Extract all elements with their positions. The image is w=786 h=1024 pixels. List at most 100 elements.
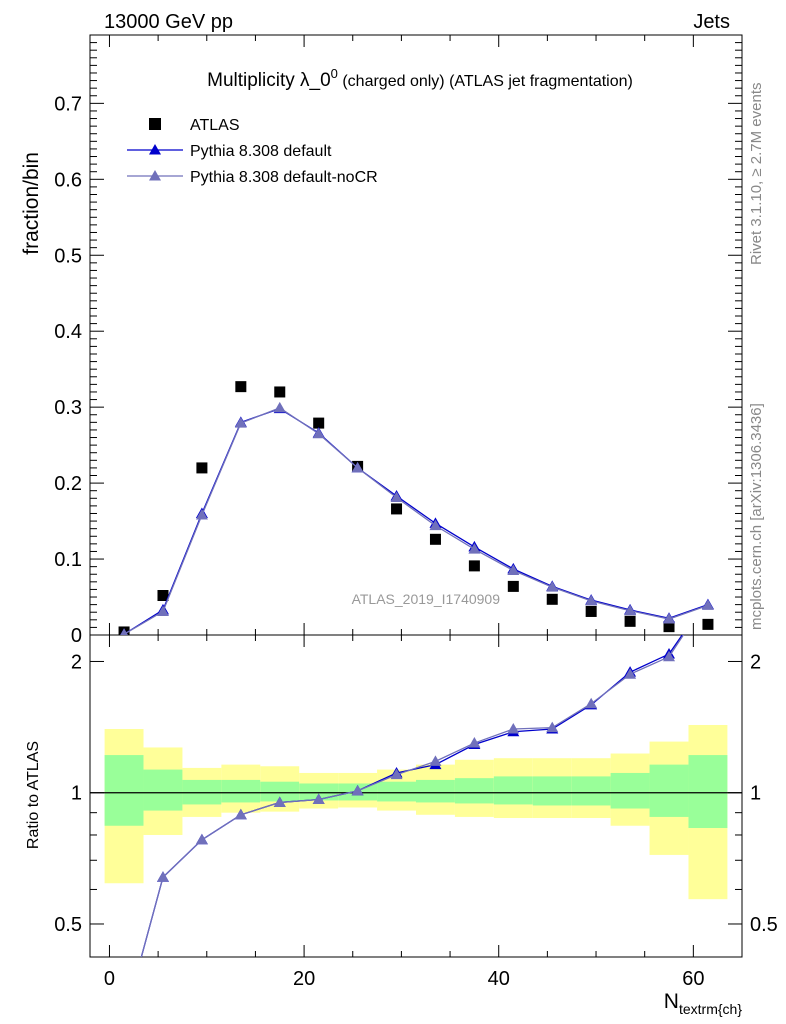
ratio-band-inner (610, 772, 650, 809)
ratio-band-inner (688, 755, 728, 829)
atlas-data-point (702, 618, 714, 630)
main-y-tick-label: 0.3 (54, 397, 82, 419)
mc-marker-2 (120, 628, 128, 635)
ratio-marker-1 (468, 737, 481, 748)
ratio-frame (89, 634, 743, 958)
mc-marker-2 (390, 491, 403, 503)
x-tick-label: 40 (488, 968, 510, 990)
ratio-band-inner (104, 755, 144, 826)
ratio-y-tick-label-right: 1 (750, 783, 761, 805)
mc-marker-2 (156, 605, 169, 616)
atlas-data-point (391, 503, 403, 515)
ratio-marker-1 (507, 723, 520, 734)
ratio-band-inner (143, 769, 183, 811)
main-y-tick-label: 0.5 (54, 245, 82, 267)
y-axis-label-main: fraction/bin (20, 152, 43, 255)
main-y-tick-label: 0 (71, 625, 82, 647)
ratio-series-group (118, 635, 685, 1024)
ratio-marker-1 (546, 721, 559, 733)
ratio-band-inner (532, 776, 572, 806)
main-frame (89, 34, 743, 636)
mc-marker-2 (312, 427, 325, 439)
main-series-group (118, 381, 714, 635)
main-y-tick-label: 0.1 (54, 549, 82, 571)
mc-marker-2 (273, 401, 286, 413)
ratio-marker-1 (351, 784, 364, 796)
atlas-data-point (274, 386, 286, 398)
atlas-data-point (546, 593, 558, 605)
ratio-marker-1 (663, 650, 676, 662)
atlas-data-point (196, 462, 208, 474)
ratio-y-tick-label: 1 (71, 783, 82, 805)
x-axis-label-sub: textrm{ch} (679, 1001, 742, 1017)
header-right: Jets (693, 11, 730, 33)
plot-title: Multiplicity λ_00 (charged only) (ATLAS … (207, 66, 633, 91)
mc-marker-2 (351, 461, 364, 473)
plot-title-suffix: (charged only) (ATLAS jet fragmentation) (338, 73, 633, 90)
mc-marker-2 (234, 417, 247, 428)
ratio-marker-1 (273, 796, 286, 807)
main-y-tick-label: 0.7 (54, 93, 82, 115)
plot-title-main: Multiplicity λ_0 (207, 70, 331, 91)
header-left: 13000 GeV pp (104, 11, 233, 33)
mc-marker-2 (195, 509, 208, 520)
ratio-band-inner (454, 778, 494, 804)
legend-marker-1 (149, 144, 161, 155)
legend-label-0: ATLAS (190, 117, 240, 134)
ratio-band-inner (221, 779, 261, 803)
watermark: ATLAS_2019_I1740909 (352, 591, 501, 607)
mc-marker-2 (429, 519, 442, 531)
legend-label-1: Pythia 8.308 default (190, 143, 332, 160)
legend-marker-2 (149, 170, 161, 181)
x-axis-label: Ntextrm{ch} (664, 990, 743, 1017)
atlas-data-point (507, 580, 519, 592)
x-axis-label-main: N (664, 990, 679, 1013)
mc-line-2 (123, 407, 709, 635)
ratio-band-inner (416, 779, 455, 803)
x-tick-label: 60 (682, 968, 704, 990)
atlas-data-point (235, 381, 247, 393)
legend-marker-atlas (149, 118, 161, 130)
x-tick-label: 0 (104, 968, 115, 990)
ratio-band-inner (260, 781, 300, 802)
ratio-marker-1 (624, 668, 637, 679)
ratio-marker-0 (118, 1015, 130, 1024)
atlas-data-point (663, 621, 675, 633)
atlas-data-point (157, 590, 169, 602)
atlas-data-point (429, 533, 441, 545)
mc-marker-2 (585, 594, 598, 606)
ratio-line-1 (140, 635, 685, 957)
ratio-y-tick-label-right: 0.5 (750, 914, 778, 936)
ratio-band-inner (299, 783, 339, 801)
legend-label-2: Pythia 8.308 default-noCR (190, 169, 378, 186)
main-y-tick-label: 0.6 (54, 169, 82, 191)
ratio-y-tick-label: 2 (71, 651, 82, 673)
ratio-marker-1 (234, 808, 247, 820)
ratio-marker-1 (195, 833, 208, 845)
mcplots-note: mcplots.cern.ch [arXiv:1306.3436] (748, 403, 765, 630)
mc-marker-2 (663, 613, 676, 624)
ratio-band-inner (571, 776, 611, 806)
ratio-marker-1 (429, 755, 442, 766)
ratio-band-inner (649, 764, 689, 817)
mc-marker-2 (624, 604, 637, 616)
main-y-tick-label: 0.2 (54, 473, 82, 495)
ratio-marker-1 (118, 1015, 130, 1024)
mc-marker-2 (468, 543, 481, 554)
atlas-data-point (585, 605, 597, 617)
ratio-marker-1 (156, 871, 169, 882)
mc-marker-2 (546, 581, 559, 592)
rivet-note: Rivet 3.1.10, ≥ 2.7M events (748, 83, 765, 266)
ratio-band-inner (493, 776, 533, 805)
atlas-data-point (313, 417, 325, 429)
plot-layer: 0 20 40 60 0 0.1 0.2 0.3 0.4 0.5 0.6 0.7 0.5 0.5 1 1 2 2 A… (54, 34, 778, 1024)
atlas-data-point (468, 560, 480, 572)
mc-marker-2 (507, 564, 520, 575)
plot-title-sup: 0 (331, 66, 338, 81)
ratio-marker-1 (312, 793, 325, 804)
y-axis-label-ratio: Ratio to ATLAS (25, 741, 42, 849)
ratio-y-tick-label-right: 2 (750, 651, 761, 673)
mc-marker-2 (701, 599, 714, 610)
ratio-marker-1 (585, 697, 598, 709)
